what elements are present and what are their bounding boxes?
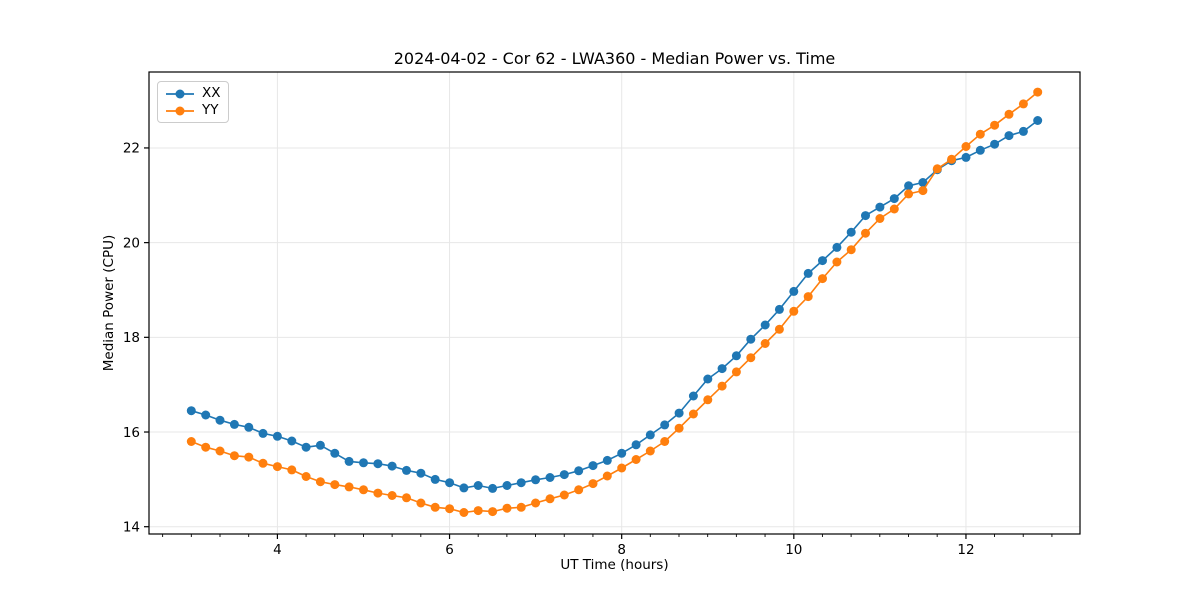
y-tick-label: 22 <box>123 141 140 157</box>
legend-label-yy: YY <box>202 101 219 118</box>
series-xx-markers <box>186 116 1043 493</box>
y-tick-label: 14 <box>123 520 140 536</box>
gridlines <box>149 72 1080 534</box>
legend-label-xx: XX <box>202 84 221 101</box>
legend-marker-xx-icon <box>166 89 194 98</box>
legend: XX YY <box>157 81 229 123</box>
x-tick-label: 10 <box>785 542 802 558</box>
x-axis-ticks: 4 6 8 10 12 <box>273 534 975 558</box>
y-axis-label: Median Power (CPU) <box>101 234 117 372</box>
y-tick-label: 18 <box>123 330 140 346</box>
x-tick-label: 8 <box>617 542 626 558</box>
x-tick-label: 12 <box>957 542 974 558</box>
legend-marker-yy-icon <box>166 106 194 115</box>
y-tick-label: 20 <box>123 235 140 251</box>
legend-item-xx: XX <box>165 85 221 102</box>
y-axis-ticks: 14 16 18 20 22 <box>123 141 149 536</box>
series-yy-line <box>190 91 1039 514</box>
series-yy-markers <box>186 87 1043 517</box>
plot-border <box>148 71 1081 535</box>
chart-title: 2024-04-02 - Cor 62 - LWA360 - Median Po… <box>393 49 836 68</box>
x-tick-label: 6 <box>445 542 454 558</box>
x-axis-minor-ticks <box>162 534 1053 537</box>
x-axis-label: UT Time (hours) <box>560 557 669 573</box>
legend-item-yy: YY <box>165 102 221 119</box>
series-xx-line <box>190 119 1039 490</box>
y-tick-label: 16 <box>123 425 140 441</box>
x-tick-label: 4 <box>273 542 282 558</box>
